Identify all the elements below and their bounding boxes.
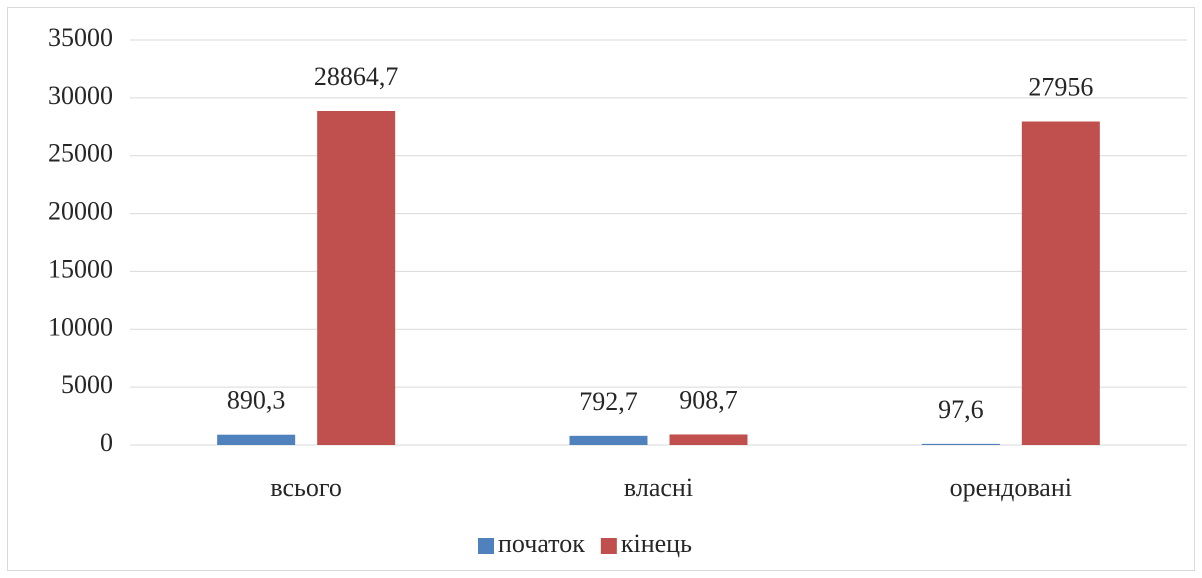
y-tick-label: 20000 xyxy=(48,197,113,226)
x-tick-label: орендовані xyxy=(950,473,1072,502)
data-label: 97,6 xyxy=(938,395,984,424)
data-label: 890,3 xyxy=(227,386,286,415)
y-tick-label: 15000 xyxy=(48,254,113,283)
y-tick-label: 35000 xyxy=(48,23,113,52)
data-label: 908,7 xyxy=(679,385,738,414)
bar xyxy=(569,435,648,445)
legend-swatch xyxy=(478,538,494,554)
bar xyxy=(1021,121,1100,445)
data-label: 27956 xyxy=(1028,72,1093,101)
y-tick-label: 25000 xyxy=(48,139,113,168)
bar xyxy=(921,443,1000,445)
y-tick-label: 10000 xyxy=(48,312,113,341)
bar xyxy=(217,434,296,445)
x-tick-label: власні xyxy=(624,473,693,502)
x-tick-label: всього xyxy=(270,473,342,502)
y-tick-label: 5000 xyxy=(61,370,113,399)
y-tick-label: 0 xyxy=(100,428,113,457)
bar xyxy=(669,434,748,445)
legend-label: кінець xyxy=(621,529,692,558)
y-tick-label: 30000 xyxy=(48,81,113,110)
bar xyxy=(317,110,396,445)
data-label: 792,7 xyxy=(579,387,638,416)
chart-border xyxy=(7,7,1195,571)
legend-label: початок xyxy=(498,529,585,558)
legend-swatch xyxy=(600,538,617,554)
data-label: 28864,7 xyxy=(314,62,399,91)
